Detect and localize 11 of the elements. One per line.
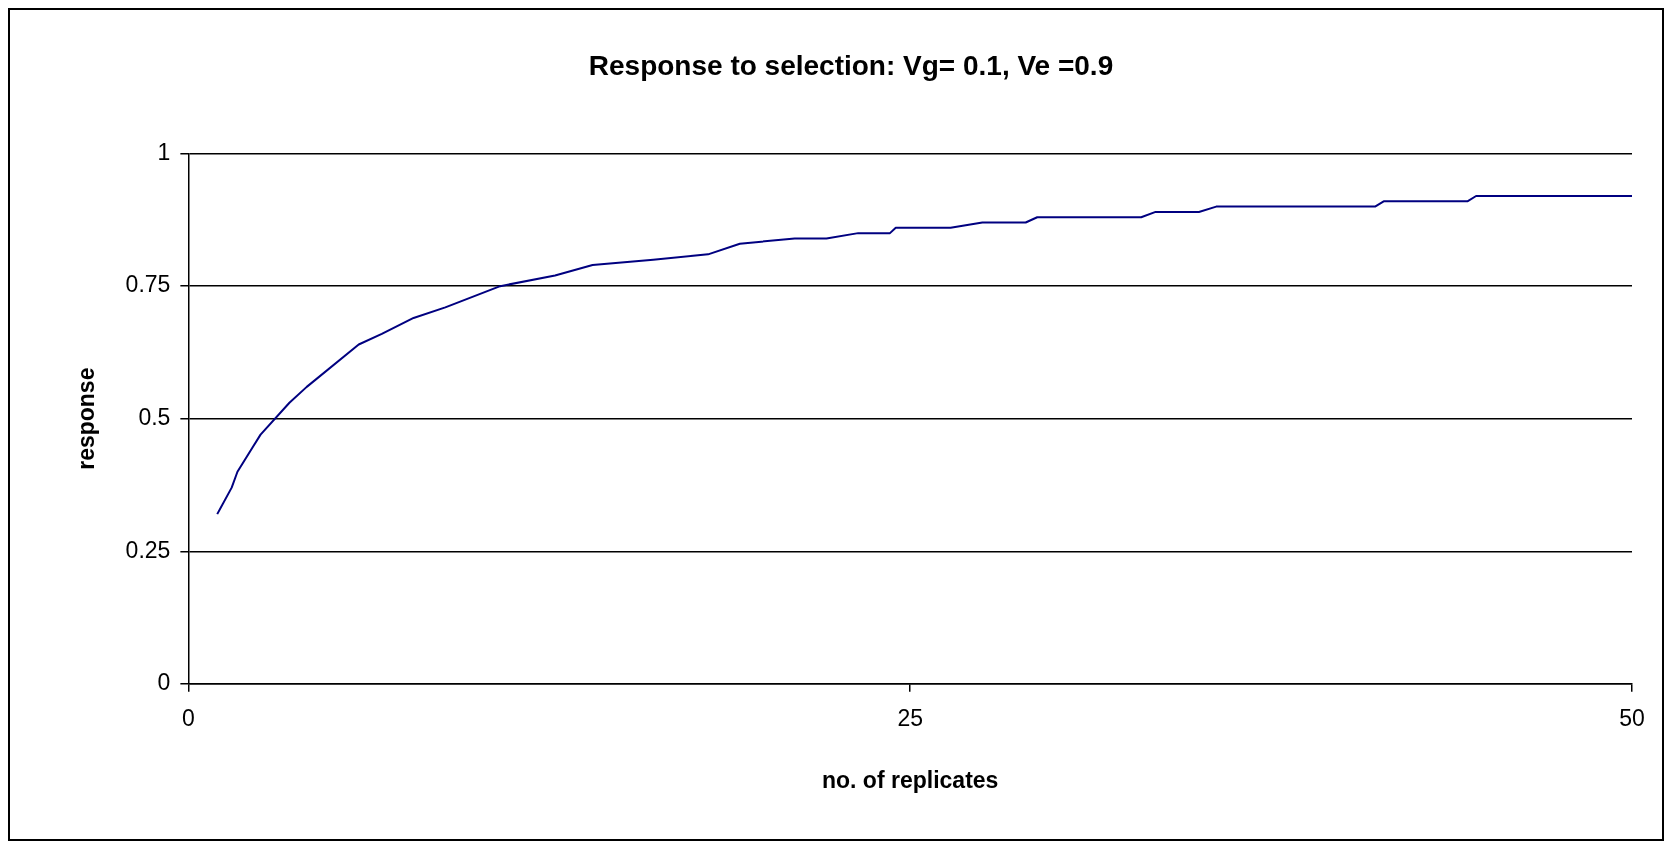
- chart-title: Response to selection: Vg= 0.1, Ve =0.9: [588, 49, 1114, 81]
- y-tick-label: 1: [157, 138, 171, 165]
- y-tick-label: 0.5: [138, 404, 171, 431]
- y-tick-label: 0.75: [125, 271, 171, 298]
- x-tick-label: 0: [181, 704, 195, 731]
- y-tick-label: 0: [157, 669, 171, 696]
- y-tick-label: 0.25: [125, 536, 171, 563]
- x-tick-label: 25: [897, 704, 923, 731]
- x-axis-title: no. of replicates: [821, 766, 999, 793]
- x-tick-label: 50: [1619, 704, 1645, 731]
- y-axis-title: response: [73, 367, 100, 470]
